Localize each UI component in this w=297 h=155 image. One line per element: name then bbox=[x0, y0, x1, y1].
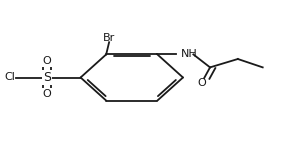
Text: Cl: Cl bbox=[4, 73, 15, 82]
Text: NH: NH bbox=[181, 49, 198, 59]
Text: O: O bbox=[42, 56, 51, 66]
Text: O: O bbox=[42, 89, 51, 99]
Text: S: S bbox=[43, 71, 51, 84]
Text: O: O bbox=[197, 78, 206, 88]
Text: Br: Br bbox=[103, 33, 115, 43]
